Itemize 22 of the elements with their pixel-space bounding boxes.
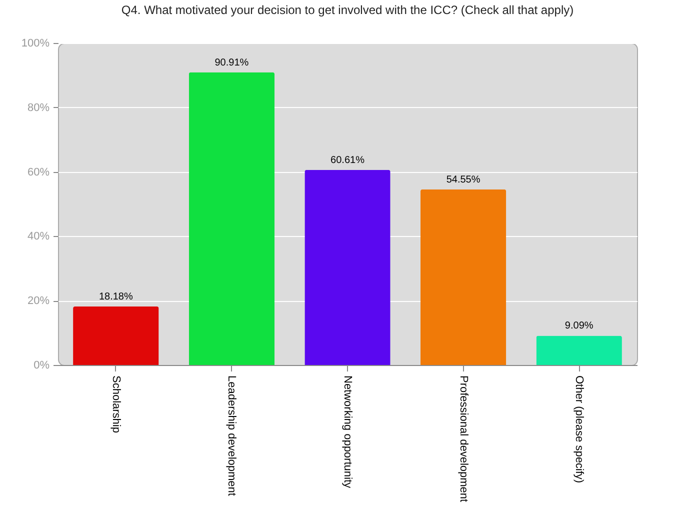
bar bbox=[188, 72, 275, 365]
x-tick-label: Leadership development bbox=[226, 376, 238, 496]
x-tick-label: Other (please specify) bbox=[573, 376, 586, 484]
bar bbox=[420, 189, 506, 365]
data-label: 60.61% bbox=[330, 154, 365, 166]
data-label: 9.09% bbox=[564, 320, 594, 332]
x-tick-label: Scholarship bbox=[110, 376, 122, 433]
y-tick-label: 60% bbox=[27, 166, 50, 178]
y-tick-label: 80% bbox=[27, 102, 50, 114]
x-tick-label: Professional development bbox=[457, 376, 470, 502]
y-tick-label: 20% bbox=[27, 295, 50, 308]
y-tick-label: 40% bbox=[27, 230, 50, 243]
bar bbox=[536, 336, 622, 365]
data-label: 90.91% bbox=[214, 57, 249, 68]
x-tick-label: Networking opportunity bbox=[342, 376, 354, 489]
y-tick-label: 0% bbox=[34, 360, 50, 372]
bar bbox=[73, 306, 159, 365]
chart-title: Q4. What motivated your decision to get involved with the ICC? (Check all that apply) bbox=[121, 3, 574, 17]
data-label: 18.18% bbox=[98, 291, 133, 302]
data-label: 54.55% bbox=[446, 174, 480, 186]
bar bbox=[304, 170, 390, 365]
y-tick-label: 100% bbox=[21, 38, 50, 50]
